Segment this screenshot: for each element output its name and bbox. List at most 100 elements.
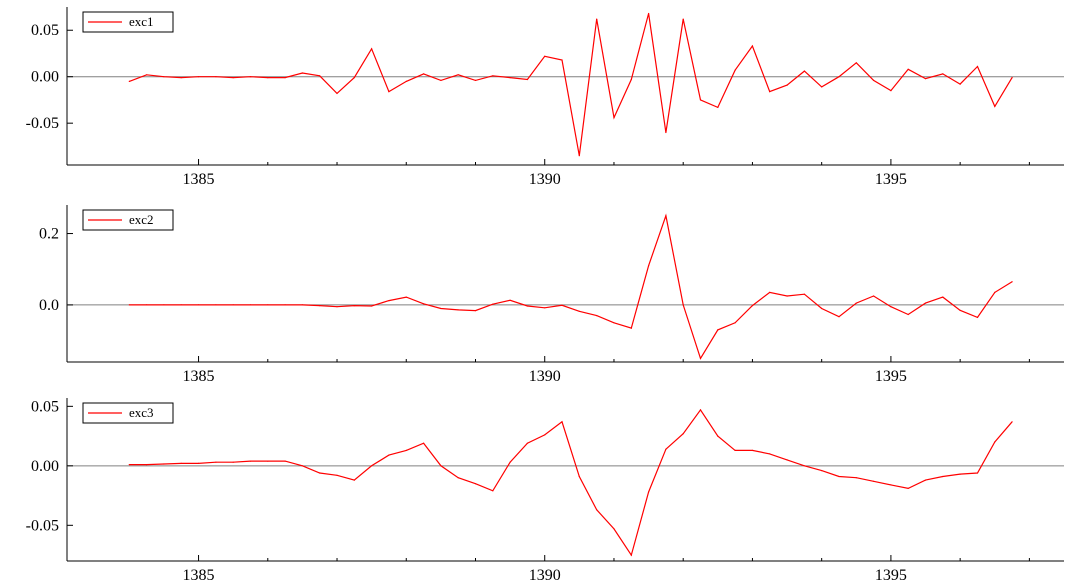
data-point (613, 322, 615, 324)
data-point (526, 305, 529, 307)
data-point (890, 306, 892, 308)
data-point (388, 300, 390, 302)
data-point (838, 76, 840, 78)
data-point (336, 306, 338, 308)
data-point (873, 480, 875, 482)
data-point (821, 307, 823, 310)
data-point (457, 74, 459, 76)
legend: exc3 (82, 402, 174, 424)
data-point (682, 18, 684, 20)
data-point (405, 296, 407, 298)
data-point (146, 464, 148, 466)
data-point (855, 477, 857, 479)
data-point (596, 18, 598, 20)
data-point (734, 449, 736, 451)
data-point (959, 473, 961, 475)
y-tick-label: 0.05 (31, 22, 59, 39)
data-point (249, 76, 252, 78)
data-point (1011, 281, 1013, 283)
data-point (232, 77, 234, 79)
data-point (751, 45, 754, 47)
data-point (215, 304, 217, 306)
data-point (855, 62, 857, 64)
data-point (388, 91, 390, 93)
data-point (163, 463, 165, 465)
data-point (578, 310, 580, 312)
data-point (924, 479, 927, 481)
x-tick-label: 1390 (529, 171, 561, 188)
data-point (596, 509, 598, 511)
data-point (648, 12, 650, 15)
data-point (942, 296, 944, 298)
data-point (423, 73, 425, 75)
data-point (457, 477, 459, 479)
data-point (717, 329, 719, 331)
data-point (319, 472, 321, 474)
legend: exc2 (82, 209, 174, 231)
legend: exc1 (82, 11, 174, 33)
data-point (146, 304, 148, 306)
chart-panel-exc2: 1385 1390 1395 0.2 0.0 exc2 (39, 205, 1064, 385)
data-point (751, 449, 754, 451)
data-point (786, 295, 788, 297)
data-point (371, 465, 373, 467)
data-point (786, 84, 788, 86)
data-point (942, 475, 944, 478)
data-point (838, 475, 840, 478)
y-tick-label: 0.05 (31, 398, 59, 415)
data-point (959, 83, 961, 85)
data-point (440, 307, 442, 310)
y-tick-label: -0.05 (26, 517, 59, 534)
data-point (630, 327, 632, 329)
x-tick-label: 1390 (529, 567, 561, 584)
data-point (492, 490, 494, 492)
data-point (284, 304, 286, 306)
y-tick-label: 0.00 (31, 69, 59, 86)
data-point (215, 76, 217, 78)
data-point (873, 79, 875, 81)
data-point (267, 304, 269, 306)
y-tick-label: 0.0 (39, 297, 59, 314)
data-point (405, 80, 407, 82)
data-point (648, 265, 650, 267)
data-point (907, 487, 909, 489)
data-point (821, 470, 823, 472)
data-point (561, 421, 563, 423)
data-point (492, 75, 494, 77)
data-point (319, 305, 321, 307)
data-point (301, 72, 303, 74)
data-point (197, 76, 200, 78)
data-point (232, 304, 234, 306)
data-point (665, 448, 667, 450)
data-point (284, 77, 286, 79)
data-point (630, 554, 632, 556)
data-point (146, 74, 148, 76)
legend-box (82, 11, 174, 33)
legend-box (82, 402, 174, 424)
data-point (561, 59, 563, 61)
data-point (769, 91, 771, 93)
data-point (873, 295, 875, 297)
x-tick-label: 1385 (183, 368, 215, 385)
data-point (803, 465, 806, 467)
data-point (301, 465, 303, 467)
legend-box (82, 209, 174, 231)
data-point (267, 460, 269, 462)
data-point (336, 474, 338, 476)
data-point (890, 484, 892, 486)
data-point (734, 322, 736, 324)
series-line-exc3 (129, 408, 1013, 557)
data-point (353, 305, 355, 307)
data-point (544, 434, 546, 436)
data-point (838, 316, 840, 318)
data-point (388, 454, 390, 456)
x-tick-label: 1385 (183, 567, 215, 584)
data-point (197, 304, 200, 306)
x-tick-label: 1395 (875, 171, 907, 188)
data-point (994, 105, 996, 107)
data-point (423, 442, 425, 444)
data-point (180, 462, 182, 464)
data-point (751, 305, 754, 307)
data-point (803, 70, 806, 72)
